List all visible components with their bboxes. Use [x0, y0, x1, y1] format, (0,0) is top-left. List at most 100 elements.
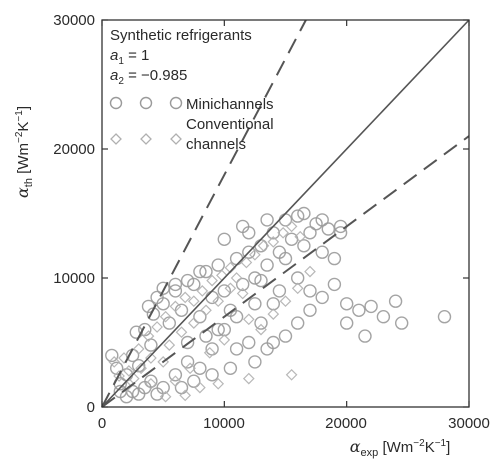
data-point-minichannel — [291, 209, 305, 223]
data-point-minichannel — [150, 290, 164, 305]
data-point-conventional — [187, 317, 200, 329]
data-point-conventional — [200, 304, 212, 317]
legend-label-channels: channels — [186, 136, 246, 153]
data-point-minichannel — [303, 284, 317, 298]
data-point-conventional — [249, 248, 261, 261]
data-point-conventional — [169, 375, 182, 388]
data-point-conventional — [169, 300, 182, 313]
data-point-minichannel — [193, 361, 207, 375]
data-point-conventional — [212, 295, 225, 308]
data-point-conventional — [132, 343, 145, 355]
x-tick-label: 0 — [98, 415, 106, 432]
data-point-conventional — [203, 346, 216, 359]
data-point-minichannel — [388, 294, 403, 308]
data-point-conventional — [279, 295, 292, 308]
data-point-conventional — [242, 313, 255, 326]
data-point-minichannel — [235, 277, 250, 292]
legend-circle-marker — [139, 96, 153, 110]
data-point-minichannel — [180, 335, 195, 350]
y-axis-title: αth [Wm−2K−1] — [13, 106, 35, 198]
data-point-minichannel — [297, 239, 311, 253]
x-axis-title: αexp [Wm−2K−1] — [350, 437, 451, 459]
data-point-minichannel — [254, 239, 268, 253]
data-point-conventional — [163, 339, 176, 351]
data-point-conventional — [194, 381, 206, 394]
data-point-minichannel — [168, 284, 183, 298]
data-point-minichannel — [260, 213, 274, 227]
data-point-minichannel — [248, 271, 262, 285]
annotation-a1: a1 = 1 — [110, 47, 149, 67]
data-point-conventional — [267, 236, 280, 248]
identity-line — [101, 19, 470, 408]
data-point-minichannel — [242, 245, 256, 259]
legend: Minichannels Conventional channels — [109, 96, 274, 153]
legend-diamond-marker — [170, 133, 182, 145]
data-point-minichannel — [229, 310, 244, 324]
data-point-conventional — [267, 308, 280, 320]
data-point-minichannel — [199, 329, 213, 343]
y-tick-label: 10000 — [53, 270, 95, 287]
data-point-conventional — [187, 295, 200, 308]
data-point-conventional — [206, 274, 218, 287]
data-point-minichannel — [109, 361, 124, 375]
data-point-minichannel — [291, 316, 305, 330]
data-point-conventional — [179, 291, 192, 304]
data-point-minichannel — [260, 342, 274, 356]
data-point-conventional — [118, 352, 130, 364]
data-point-minichannel — [174, 303, 189, 317]
data-point-minichannel — [138, 380, 152, 395]
x-tick-label: 20000 — [325, 415, 367, 432]
data-point-minichannel — [156, 281, 170, 295]
deviation-band-line — [101, 19, 307, 408]
data-point-conventional — [159, 310, 172, 323]
y-tick-labels: 0 10000 20000 30000 — [53, 12, 95, 416]
data-point-minichannel — [229, 342, 244, 356]
data-point-conventional — [175, 326, 188, 339]
data-point-minichannel — [358, 329, 372, 343]
data-point-minichannel — [364, 299, 378, 314]
data-point-conventional — [236, 287, 249, 300]
x-tick-label: 10000 — [203, 415, 245, 432]
data-point-minichannel — [284, 232, 299, 247]
legend-entry-conventional: Conventional channels — [110, 116, 274, 153]
data-point-conventional — [294, 230, 307, 243]
data-point-conventional — [255, 323, 267, 336]
data-point-minichannel — [217, 284, 232, 298]
y-tick-label: 0 — [87, 399, 95, 416]
data-point-conventional — [142, 330, 155, 342]
data-point-conventional — [151, 321, 163, 333]
data-point-minichannel — [199, 264, 213, 279]
legend-label-minichannels: Minichannels — [186, 96, 274, 113]
data-point-minichannel — [437, 310, 452, 324]
data-point-minichannel — [303, 303, 317, 317]
data-point-conventional — [216, 269, 228, 282]
data-point-minichannel — [315, 245, 329, 259]
data-point-minichannel — [193, 264, 207, 279]
annotation-a2: a2 = −0.985 — [110, 67, 187, 87]
data-point-minichannel — [242, 226, 256, 240]
data-point-minichannel — [248, 297, 262, 311]
data-point-minichannel — [321, 222, 335, 236]
data-point-conventional — [113, 370, 125, 382]
data-point-minichannel — [205, 368, 219, 382]
data-point-conventional — [196, 285, 209, 297]
data-point-minichannel — [180, 355, 195, 369]
data-point-minichannel — [162, 316, 177, 330]
data-point-minichannel — [340, 316, 354, 330]
data-point-minichannel — [223, 361, 238, 375]
data-point-minichannel — [217, 232, 232, 247]
data-point-conventional — [277, 226, 289, 239]
legend-entry-minichannels: Minichannels — [109, 96, 274, 113]
data-point-conventional — [123, 365, 135, 377]
data-point-minichannel — [297, 206, 311, 221]
data-point-minichannel — [211, 322, 225, 337]
legend-label-conventional: Conventional — [186, 116, 274, 133]
y-tick-label: 20000 — [53, 141, 95, 158]
x-tick-labels: 0 10000 20000 30000 — [98, 415, 490, 432]
data-point-conventional — [285, 368, 298, 381]
data-point-conventional — [145, 352, 157, 364]
data-point-minichannel — [193, 310, 207, 324]
data-point-minichannel — [278, 329, 293, 343]
data-point-minichannel — [327, 251, 342, 266]
